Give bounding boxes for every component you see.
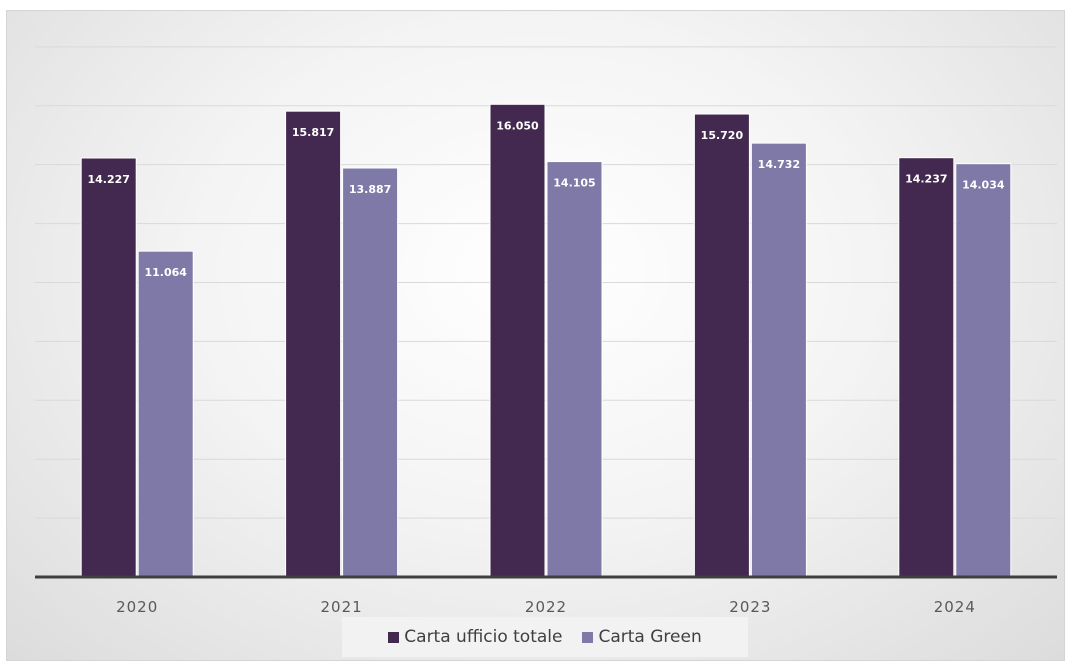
legend-label-carta-green: Carta Green bbox=[598, 627, 702, 647]
bar-carta-ufficio-totale-2020 bbox=[80, 157, 137, 578]
legend-swatch-carta-ufficio-totale bbox=[388, 631, 400, 643]
legend-label-carta-ufficio-totale: Carta ufficio totale bbox=[404, 627, 563, 647]
data-label: 14.034 bbox=[962, 179, 1005, 192]
legend-swatch-carta-green bbox=[582, 631, 594, 643]
legend: Carta ufficio totale Carta Green bbox=[342, 617, 748, 657]
data-label: 15.817 bbox=[292, 126, 334, 139]
x-tick-label: 2023 bbox=[729, 598, 771, 616]
data-label: 16.050 bbox=[496, 119, 539, 132]
x-tick-label: 2024 bbox=[934, 598, 976, 616]
data-label: 11.064 bbox=[144, 266, 187, 279]
bar-carta-ufficio-totale-2022 bbox=[489, 103, 546, 578]
bar-carta-ufficio-totale-2024 bbox=[898, 157, 955, 578]
bar-carta-ufficio-totale-2023 bbox=[693, 113, 750, 578]
bar-carta-green-2023 bbox=[750, 142, 807, 578]
gridlines bbox=[35, 46, 1057, 519]
data-label: 14.732 bbox=[758, 158, 800, 171]
data-label: 14.105 bbox=[553, 177, 595, 190]
bar-carta-green-2020 bbox=[137, 250, 194, 578]
legend-item-carta-green: Carta Green bbox=[582, 627, 702, 647]
bar-carta-green-2022 bbox=[546, 161, 603, 578]
data-label: 13.887 bbox=[349, 183, 391, 196]
bar-carta-green-2021 bbox=[342, 167, 399, 578]
bar-carta-ufficio-totale-2021 bbox=[285, 110, 342, 578]
data-label: 14.227 bbox=[87, 173, 129, 186]
data-label: 15.720 bbox=[701, 129, 744, 142]
x-tick-label: 2022 bbox=[525, 598, 567, 616]
x-tick-label: 2020 bbox=[116, 598, 158, 616]
legend-item-carta-ufficio-totale: Carta ufficio totale bbox=[388, 627, 562, 647]
data-label: 14.237 bbox=[905, 173, 947, 186]
x-tick-label: 2021 bbox=[321, 598, 363, 616]
bar-carta-green-2024 bbox=[955, 163, 1012, 578]
